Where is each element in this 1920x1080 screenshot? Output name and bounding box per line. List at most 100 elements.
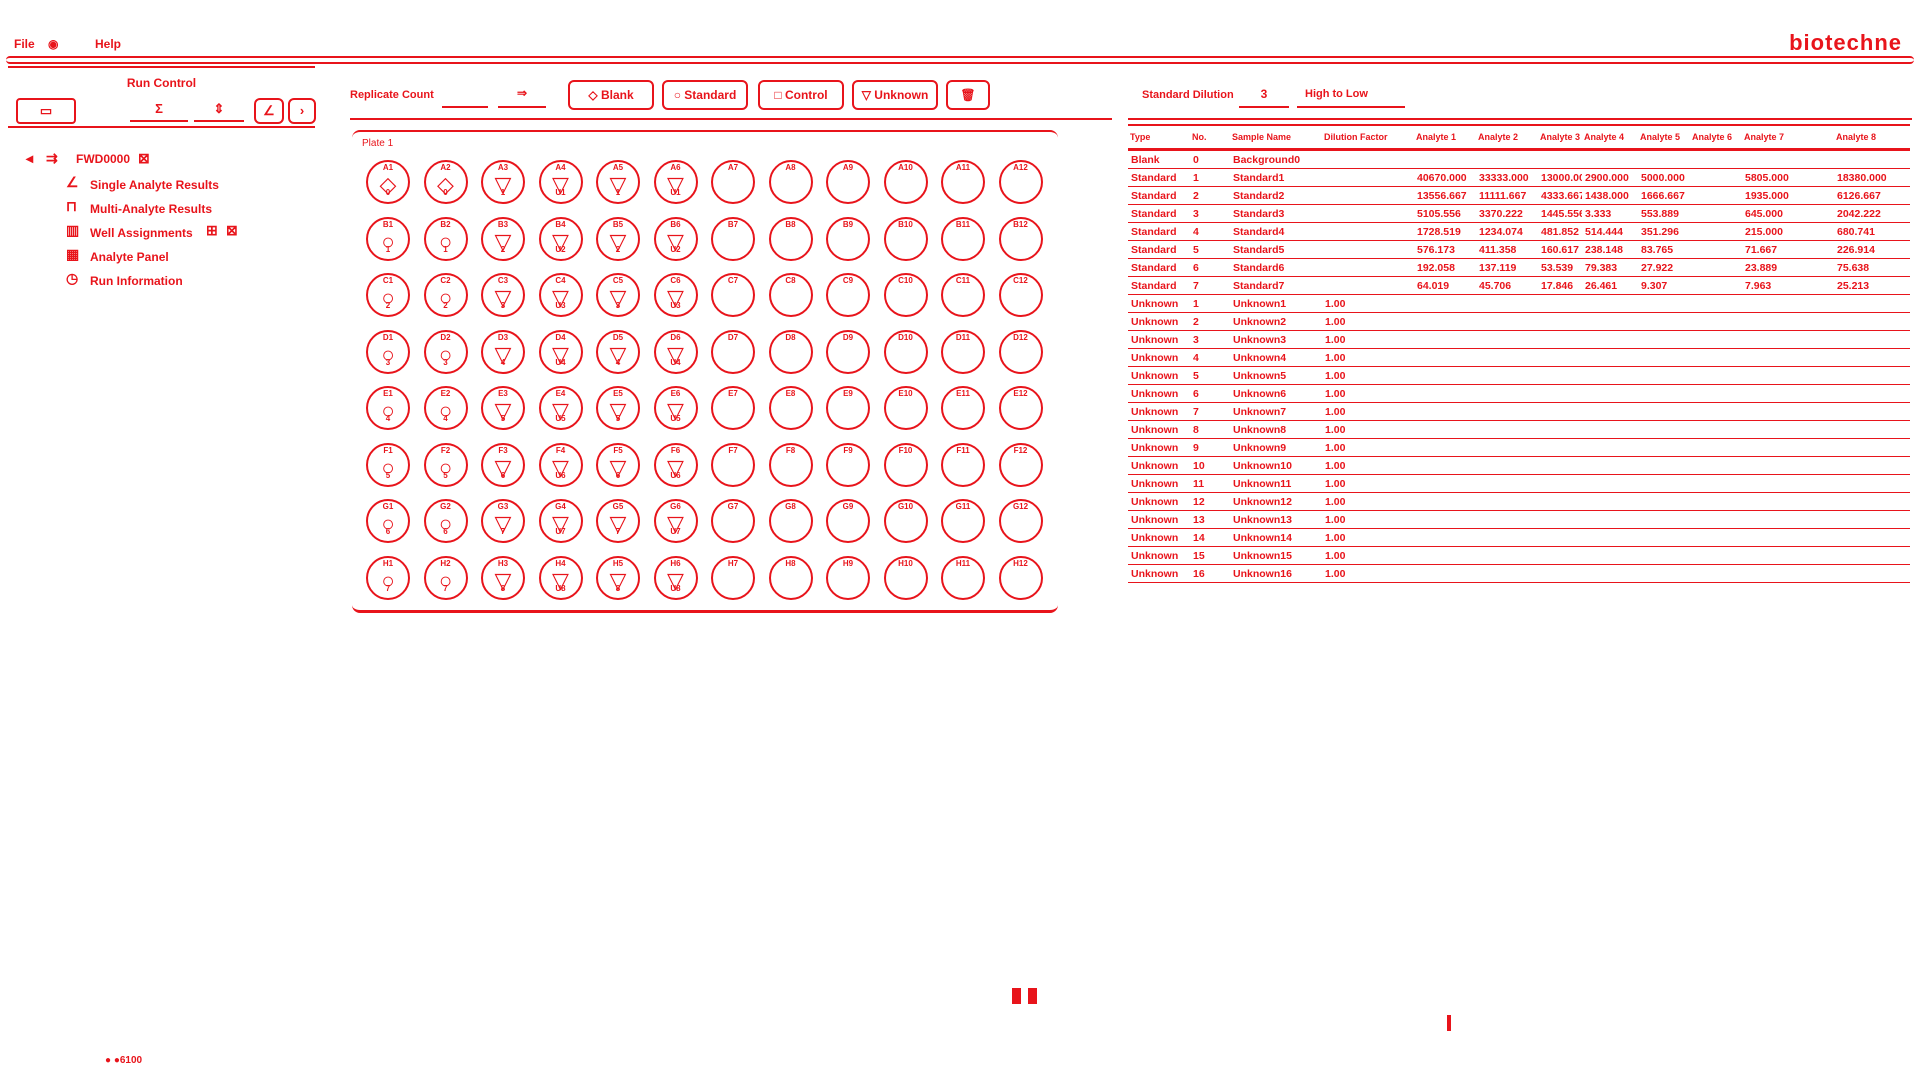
tree-item-well-assignments[interactable]: ▥ Well Assignments ⊞ ⊠ [20, 222, 310, 246]
file-menu[interactable]: File [14, 37, 35, 51]
column-header[interactable]: Analyte 3 [1538, 124, 1582, 151]
table-row[interactable]: Unknown 14 Unknown14 1.00 [1128, 528, 1910, 547]
table-row[interactable]: Standard 1 Standard1 40670.000 33333.000 1300… [1128, 168, 1910, 187]
plate-well[interactable]: C6 ▽ U3 [653, 273, 698, 317]
plate-well[interactable]: C1 ○ 2 [366, 273, 410, 317]
plate-well[interactable]: E2 ○ 4 [423, 386, 468, 430]
column-header[interactable]: Sample Name [1230, 124, 1322, 151]
plate-well[interactable]: E8 [768, 386, 813, 430]
replicate-count-input[interactable] [442, 80, 488, 108]
plate-well[interactable]: A9 [826, 160, 870, 204]
plate-well[interactable]: C4 ▽ U3 [538, 273, 583, 317]
plate-well[interactable]: H1 ○ 7 [366, 555, 410, 600]
plate-well[interactable]: F2 ○ 5 [423, 442, 468, 487]
plate-well[interactable]: C9 [826, 273, 870, 317]
tree-node-run[interactable]: ◂ ⇉ FWD0000 ⊠ [20, 150, 310, 174]
plate-well[interactable]: H10 [883, 555, 928, 600]
plate-well[interactable]: H8 [768, 555, 813, 600]
table-row[interactable]: Standard 3 Standard3 5105.556 3370.222 1445.5… [1128, 204, 1910, 223]
table-row[interactable]: Unknown 5 Unknown5 1.00 [1128, 366, 1910, 385]
plate-well[interactable]: B7 [711, 216, 755, 261]
plate-well[interactable]: E1 ○ 4 [366, 386, 410, 430]
plate-well[interactable]: E11 [941, 386, 985, 430]
help-menu[interactable]: Help [95, 37, 122, 51]
plate-well[interactable]: E3 ▽ 5 [481, 386, 525, 430]
standard-dilution-input[interactable]: 3 [1239, 82, 1289, 108]
plate-well[interactable]: F3 ▽ 6 [481, 442, 525, 487]
column-header[interactable]: Analyte 4 [1582, 124, 1638, 151]
plate-well[interactable]: H12 [998, 555, 1043, 600]
plate-well[interactable]: A11 [941, 160, 985, 204]
table-row[interactable]: Blank 0 Background0 [1128, 149, 1910, 169]
plate-well[interactable]: C10 [883, 273, 928, 317]
next-button[interactable]: › [288, 98, 316, 124]
chart-button[interactable]: ∠ [254, 98, 284, 124]
plate-well[interactable]: D5 ▽ 4 [596, 329, 640, 374]
plate-well[interactable]: A5 ▽ 1 [596, 160, 640, 204]
table-row[interactable]: Standard 2 Standard2 13556.667 11111.667 4333… [1128, 186, 1910, 205]
sum-button[interactable]: Σ [130, 98, 188, 122]
plate-well[interactable]: A7 [711, 160, 755, 204]
table-row[interactable]: Unknown 3 Unknown3 1.00 [1128, 330, 1910, 349]
plate-well[interactable]: A1 ◇ 0 [366, 160, 410, 204]
plate-well[interactable]: G9 [826, 499, 870, 543]
sort-button[interactable]: ⇕ [194, 98, 244, 122]
table-row[interactable]: Unknown 1 Unknown1 1.00 [1128, 294, 1910, 313]
plate-well[interactable]: B8 [768, 216, 813, 261]
plate-well[interactable]: B9 [826, 216, 870, 261]
plate-well[interactable]: G5 ▽ 7 [596, 499, 640, 543]
table-row[interactable]: Unknown 9 Unknown9 1.00 [1128, 438, 1910, 457]
table-row[interactable]: Standard 5 Standard5 576.173 411.358 160.617 2… [1128, 240, 1910, 259]
plate-well[interactable]: C3 ▽ 3 [481, 273, 525, 317]
table-row[interactable]: Unknown 6 Unknown6 1.00 [1128, 384, 1910, 403]
plate-well[interactable]: H3 ▽ 8 [481, 555, 525, 600]
plate-well[interactable]: H2 ○ 7 [423, 555, 468, 600]
plate-well[interactable]: C5 ▽ 3 [596, 273, 640, 317]
plate-well[interactable]: A4 ▽ U1 [538, 160, 583, 204]
plate-well[interactable]: G4 ▽ U7 [538, 499, 583, 543]
plate-well[interactable]: B3 ▽ 2 [481, 216, 525, 261]
plate-well[interactable]: C8 [768, 273, 813, 317]
plate-well[interactable]: D4 ▽ U4 [538, 329, 583, 374]
table-row[interactable]: Unknown 7 Unknown7 1.00 [1128, 402, 1910, 421]
plate-well[interactable]: E10 [883, 386, 928, 430]
plate-well[interactable]: D1 ○ 3 [366, 329, 410, 374]
column-header[interactable]: Type [1128, 124, 1190, 151]
plate-well[interactable]: H6 ▽ U8 [653, 555, 698, 600]
table-row[interactable]: Unknown 8 Unknown8 1.00 [1128, 420, 1910, 439]
plate-well[interactable]: D2 ○ 3 [423, 329, 468, 374]
table-row[interactable]: Unknown 16 Unknown16 1.00 [1128, 564, 1910, 583]
plate-well[interactable]: F4 ▽ U6 [538, 442, 583, 487]
plate-well[interactable]: B4 ▽ U2 [538, 216, 583, 261]
plate-well[interactable]: B10 [883, 216, 928, 261]
plate-well[interactable]: D9 [826, 329, 870, 374]
plate-well[interactable]: H4 ▽ U8 [538, 555, 583, 600]
table-row[interactable]: Unknown 2 Unknown2 1.00 [1128, 312, 1910, 331]
column-header[interactable]: Analyte 8 [1834, 124, 1910, 151]
table-row[interactable]: Unknown 4 Unknown4 1.00 [1128, 348, 1910, 367]
table-row[interactable]: Unknown 11 Unknown11 1.00 [1128, 474, 1910, 493]
plate-well[interactable]: A12 [998, 160, 1043, 204]
plate-well[interactable]: F12 [998, 442, 1043, 487]
table-row[interactable]: Standard 6 Standard6 192.058 137.119 53.539 79… [1128, 258, 1910, 277]
tree-item-multi-analyte[interactable]: ⊓ Multi-Analyte Results [20, 198, 310, 222]
plate-well[interactable]: D8 [768, 329, 813, 374]
plate-well[interactable]: E7 [711, 386, 755, 430]
sort-order-select[interactable]: High to Low [1297, 82, 1405, 108]
table-row[interactable]: Unknown 15 Unknown15 1.00 [1128, 546, 1910, 565]
table-row[interactable]: Unknown 10 Unknown10 1.00 [1128, 456, 1910, 475]
plate-well[interactable]: D10 [883, 329, 928, 374]
splitter-handle[interactable] [1028, 988, 1037, 1004]
plate-well[interactable]: D11 [941, 329, 985, 374]
plate-well[interactable]: B12 [998, 216, 1043, 261]
plate-well[interactable]: B5 ▽ 2 [596, 216, 640, 261]
plate-well[interactable]: G12 [998, 499, 1043, 543]
unknown-button[interactable]: ▽ Unknown [852, 80, 938, 110]
table-row[interactable]: Unknown 13 Unknown13 1.00 [1128, 510, 1910, 529]
plate-well[interactable]: C2 ○ 2 [423, 273, 468, 317]
plate-well[interactable]: H7 [711, 555, 755, 600]
table-row[interactable]: Unknown 12 Unknown12 1.00 [1128, 492, 1910, 511]
plate-well[interactable]: F9 [826, 442, 870, 487]
control-button[interactable]: □ Control [758, 80, 844, 110]
column-header[interactable]: Analyte 6 [1690, 124, 1742, 151]
